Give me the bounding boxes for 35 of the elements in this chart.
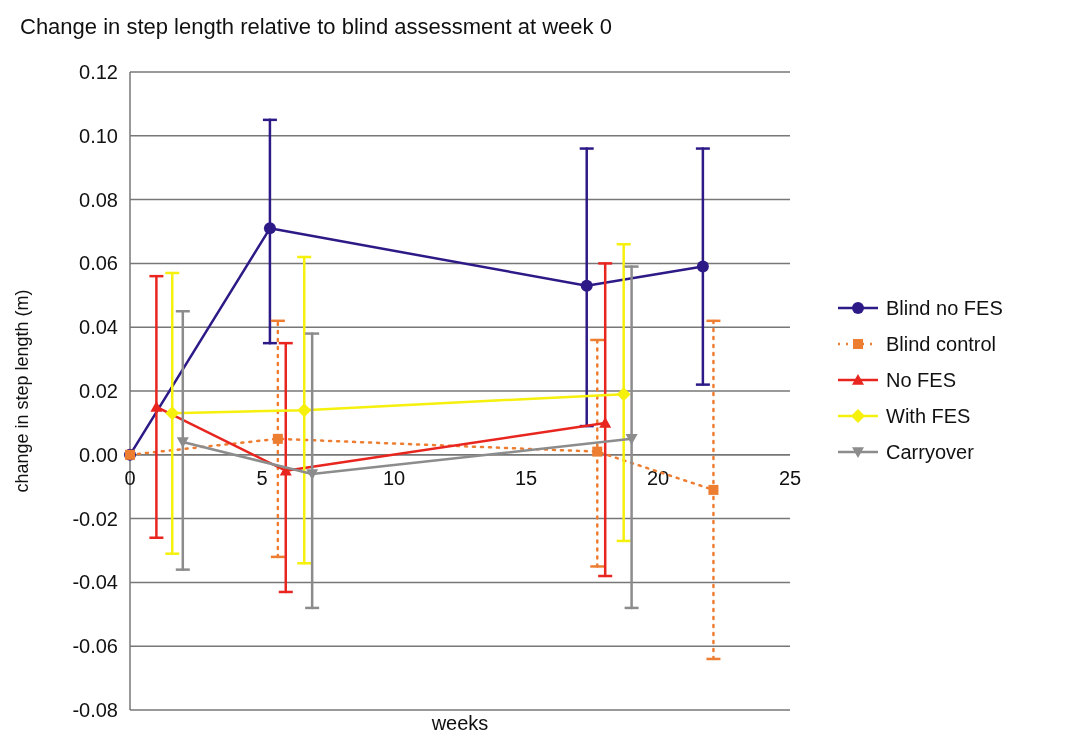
point bbox=[696, 260, 709, 273]
y-tick-label: 0.08 bbox=[79, 188, 118, 211]
legend-label: Blind no FES bbox=[886, 297, 1003, 319]
y-tick-label: 0.10 bbox=[79, 124, 118, 147]
point bbox=[708, 484, 719, 495]
point bbox=[272, 433, 283, 444]
x-axis-title: weeks bbox=[430, 712, 489, 734]
y-tick-label: -0.02 bbox=[72, 507, 118, 530]
point bbox=[616, 387, 631, 402]
point bbox=[165, 406, 180, 421]
x-tick-label: 20 bbox=[646, 466, 670, 489]
x-tick-label: 5 bbox=[256, 466, 268, 489]
y-tick-label: 0.02 bbox=[79, 380, 118, 402]
y-tick-label: -0.08 bbox=[72, 699, 118, 721]
legend-label: Carryover bbox=[886, 441, 975, 463]
y-tick-label: 0.04 bbox=[79, 316, 118, 339]
x-tick-label: 10 bbox=[382, 466, 406, 489]
x-tick-label: 15 bbox=[514, 466, 538, 489]
legend-label: With FES bbox=[886, 405, 971, 427]
y-axis-title: change in step length (m) bbox=[12, 289, 32, 493]
point bbox=[592, 446, 603, 457]
legend-label: No FES bbox=[886, 369, 957, 391]
y-tick-label: -0.06 bbox=[72, 635, 118, 658]
chart-title: Change in step length relative to blind assessment at week 0 bbox=[20, 14, 612, 39]
point bbox=[263, 222, 276, 235]
point bbox=[580, 279, 593, 292]
point bbox=[625, 434, 638, 445]
legend-label: Blind control bbox=[886, 333, 997, 355]
y-tick-label: 0.12 bbox=[79, 61, 118, 83]
x-tick-label: 0 bbox=[124, 466, 136, 489]
y-tick-label: -0.04 bbox=[72, 571, 118, 594]
x-tick-label: 25 bbox=[778, 466, 802, 489]
y-tick-label: 0.00 bbox=[79, 443, 118, 466]
y-tick-label: 0.06 bbox=[79, 252, 118, 275]
point bbox=[297, 403, 312, 418]
